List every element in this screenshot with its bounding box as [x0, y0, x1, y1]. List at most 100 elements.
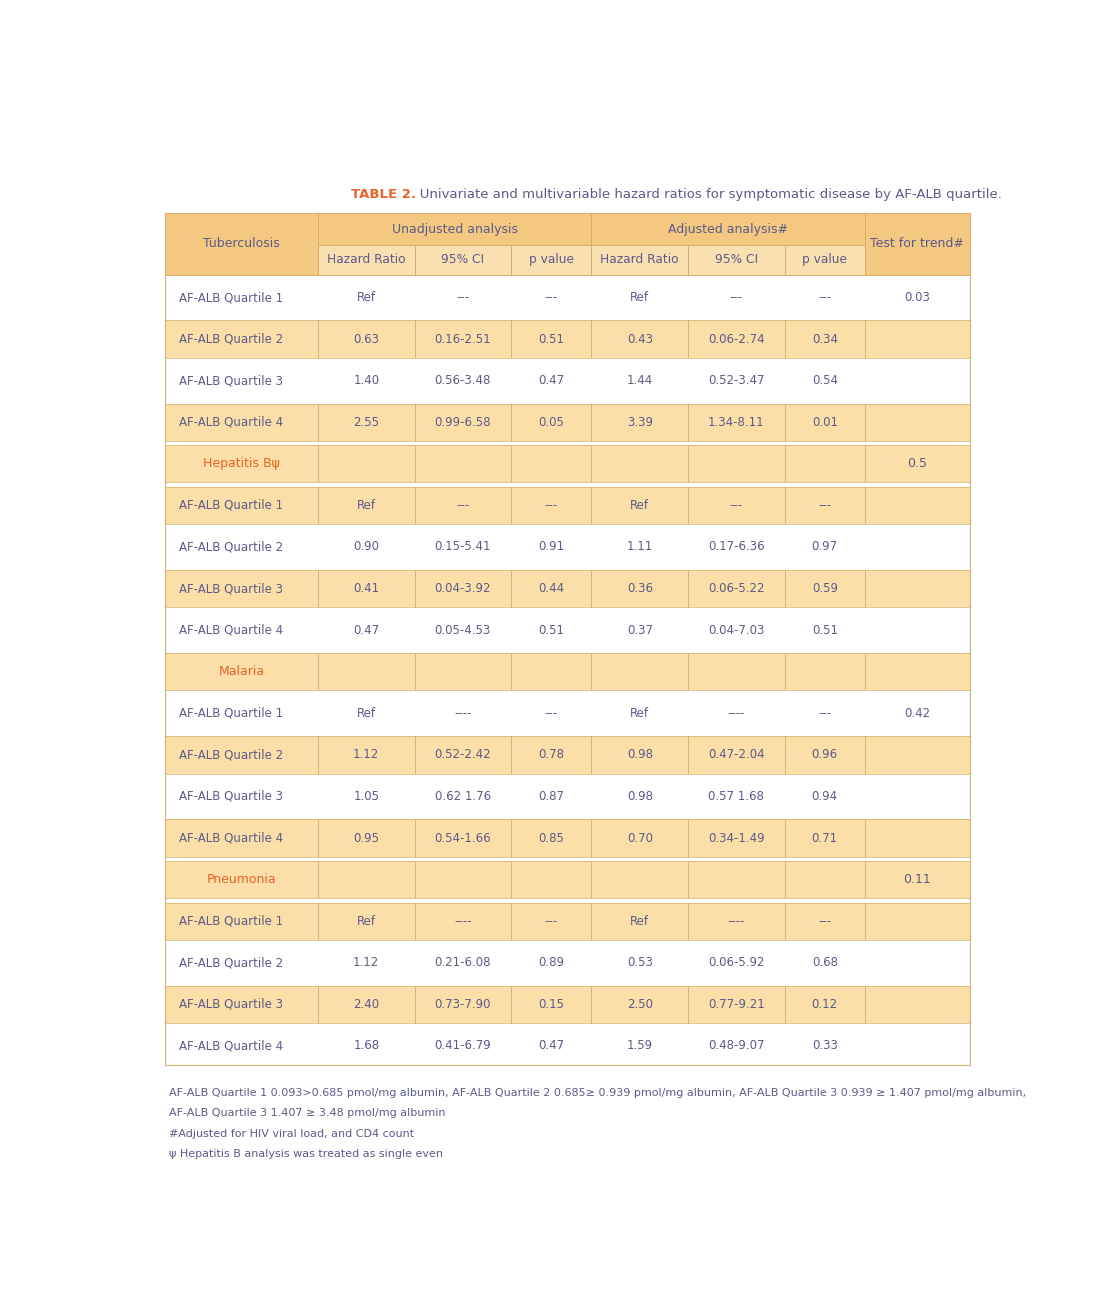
- Bar: [318, 278, 414, 316]
- Bar: [785, 246, 866, 274]
- Text: 0.43: 0.43: [627, 332, 652, 345]
- Bar: [592, 861, 688, 898]
- Text: Hepatitis Bψ: Hepatitis Bψ: [203, 457, 280, 470]
- Bar: [785, 1027, 866, 1065]
- Text: ---: ---: [544, 706, 558, 720]
- Bar: [318, 986, 414, 1023]
- Bar: [414, 403, 511, 441]
- Bar: [592, 445, 688, 482]
- Text: AF-ALB Quartile 2: AF-ALB Quartile 2: [179, 956, 284, 969]
- Bar: [414, 246, 511, 274]
- Bar: [866, 570, 969, 607]
- Text: 95% CI: 95% CI: [714, 253, 757, 267]
- Bar: [785, 653, 866, 691]
- Bar: [866, 861, 969, 898]
- Text: 0.77-9.21: 0.77-9.21: [708, 998, 765, 1011]
- Bar: [511, 487, 592, 524]
- Text: 0.51: 0.51: [811, 624, 838, 637]
- Bar: [414, 487, 511, 524]
- Bar: [166, 986, 318, 1023]
- Bar: [785, 819, 866, 856]
- Text: 0.98: 0.98: [627, 790, 652, 804]
- Text: 2.50: 2.50: [627, 998, 652, 1011]
- Bar: [785, 944, 866, 981]
- Bar: [866, 902, 969, 940]
- Bar: [511, 403, 592, 441]
- Text: 0.04-7.03: 0.04-7.03: [708, 624, 764, 637]
- Bar: [414, 902, 511, 940]
- Bar: [592, 819, 688, 856]
- Bar: [414, 986, 511, 1023]
- Text: 0.36: 0.36: [627, 582, 652, 595]
- Text: 95% CI: 95% CI: [442, 253, 485, 267]
- Bar: [688, 246, 785, 274]
- Bar: [592, 278, 688, 316]
- Bar: [688, 362, 785, 399]
- Bar: [414, 695, 511, 731]
- Bar: [785, 653, 866, 691]
- Text: 0.06-5.22: 0.06-5.22: [708, 582, 765, 595]
- Bar: [866, 487, 969, 524]
- Bar: [688, 487, 785, 524]
- Bar: [785, 902, 866, 940]
- Text: Ref: Ref: [357, 291, 375, 305]
- Bar: [166, 362, 318, 399]
- Bar: [414, 653, 511, 691]
- Bar: [688, 570, 785, 607]
- Bar: [785, 570, 866, 607]
- Text: ---: ---: [544, 915, 558, 928]
- Bar: [414, 986, 511, 1023]
- Text: ---: ---: [544, 499, 558, 512]
- Text: ----: ----: [454, 915, 471, 928]
- Text: AF-ALB Quartile 4: AF-ALB Quartile 4: [179, 624, 284, 637]
- Bar: [318, 487, 414, 524]
- Bar: [592, 737, 688, 773]
- Text: 0.05-4.53: 0.05-4.53: [435, 624, 491, 637]
- Bar: [866, 528, 969, 566]
- Text: ----: ----: [728, 915, 745, 928]
- Text: 1.68: 1.68: [353, 1040, 380, 1053]
- Text: 0.73-7.90: 0.73-7.90: [435, 998, 491, 1011]
- Bar: [414, 278, 511, 316]
- Text: Univariate and multivariable hazard ratios for symptomatic disease by AF-ALB qua: Univariate and multivariable hazard rati…: [407, 188, 1001, 201]
- Bar: [785, 570, 866, 607]
- Bar: [511, 737, 592, 773]
- Text: AF-ALB Quartile 1: AF-ALB Quartile 1: [179, 291, 284, 305]
- Text: 0.71: 0.71: [811, 831, 838, 844]
- Bar: [511, 819, 592, 856]
- Bar: [866, 902, 969, 940]
- Bar: [592, 213, 866, 246]
- Bar: [688, 653, 785, 691]
- Bar: [688, 278, 785, 316]
- Bar: [688, 861, 785, 898]
- Text: 3.39: 3.39: [627, 416, 652, 429]
- Bar: [785, 861, 866, 898]
- Bar: [318, 695, 414, 731]
- Bar: [688, 695, 785, 731]
- Bar: [511, 695, 592, 731]
- Bar: [866, 320, 969, 357]
- Text: ---: ---: [818, 499, 831, 512]
- Bar: [592, 986, 688, 1023]
- Bar: [688, 445, 785, 482]
- Bar: [166, 570, 318, 607]
- Bar: [318, 902, 414, 940]
- Bar: [511, 902, 592, 940]
- Text: 0.78: 0.78: [539, 748, 564, 762]
- Bar: [318, 362, 414, 399]
- Text: Ref: Ref: [630, 291, 649, 305]
- Text: 0.91: 0.91: [538, 541, 564, 554]
- Bar: [166, 737, 318, 773]
- Bar: [511, 320, 592, 357]
- Bar: [511, 902, 592, 940]
- Bar: [592, 612, 688, 649]
- Bar: [592, 695, 688, 731]
- Bar: [414, 320, 511, 357]
- Bar: [318, 819, 414, 856]
- Bar: [592, 403, 688, 441]
- Bar: [785, 403, 866, 441]
- Bar: [318, 944, 414, 981]
- Bar: [592, 653, 688, 691]
- Text: AF-ALB Quartile 1 0.093>0.685 pmol/mg albumin, AF-ALB Quartile 2 0.685≥ 0.939 pm: AF-ALB Quartile 1 0.093>0.685 pmol/mg al…: [169, 1087, 1026, 1098]
- Text: 0.52-2.42: 0.52-2.42: [435, 748, 491, 762]
